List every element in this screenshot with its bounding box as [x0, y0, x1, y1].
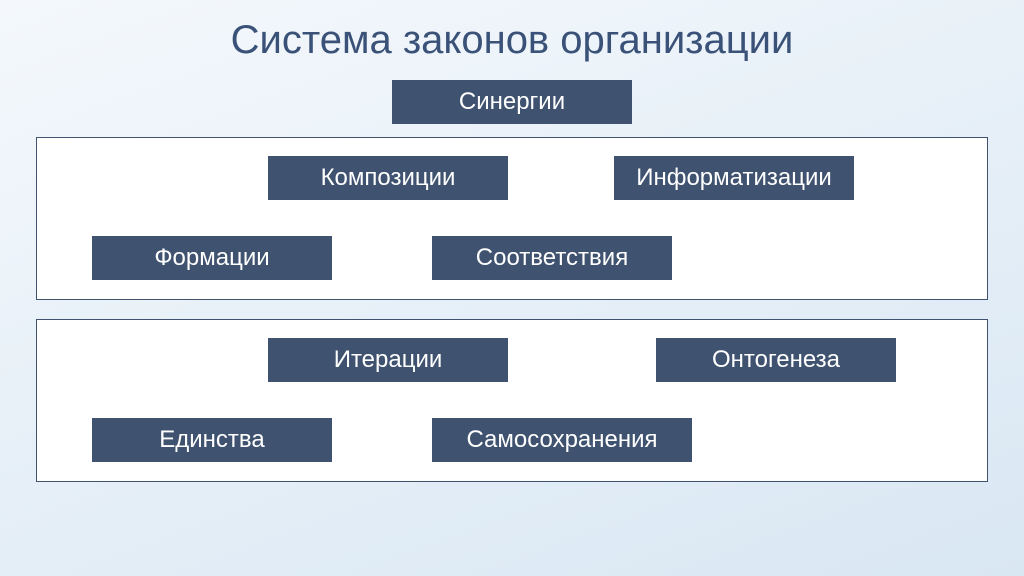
- box-ontogenesis: Онтогенеза: [656, 338, 896, 382]
- box-composition: Композиции: [268, 156, 508, 200]
- box-synergy: Синергии: [392, 80, 632, 124]
- box-informatization: Информатизации: [614, 156, 854, 200]
- box-ontogenesis-label: Онтогенеза: [712, 346, 840, 374]
- box-informatization-label: Информатизации: [636, 164, 832, 192]
- slide-title: Система законов организации: [0, 18, 1024, 63]
- box-correspondence: Соответствия: [432, 236, 672, 280]
- box-correspondence-label: Соответствия: [476, 244, 628, 272]
- box-selfpreserve: Самосохранения: [432, 418, 692, 462]
- box-formation-label: Формации: [154, 244, 269, 272]
- box-iteration-label: Итерации: [334, 346, 443, 374]
- box-synergy-label: Синергии: [459, 88, 565, 116]
- box-unity-label: Единства: [159, 426, 265, 454]
- box-iteration: Итерации: [268, 338, 508, 382]
- box-unity: Единства: [92, 418, 332, 462]
- box-composition-label: Композиции: [321, 164, 456, 192]
- box-selfpreserve-label: Самосохранения: [466, 426, 657, 454]
- box-formation: Формации: [92, 236, 332, 280]
